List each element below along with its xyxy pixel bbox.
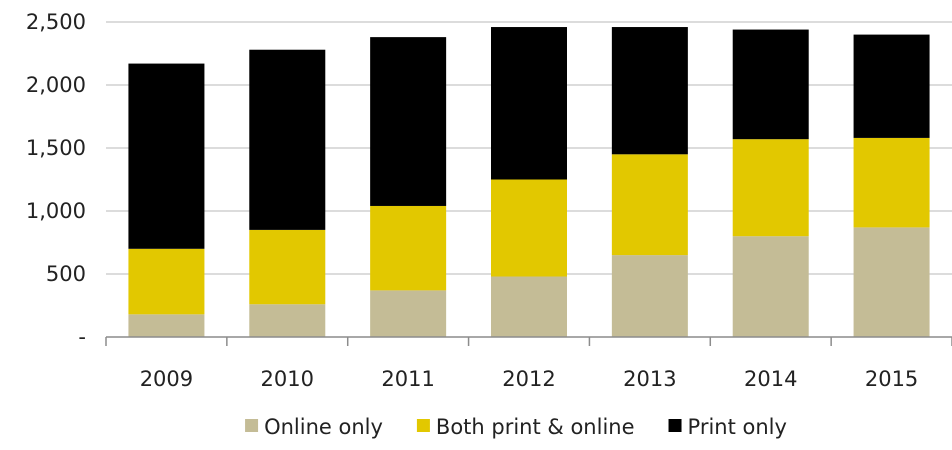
legend-swatch bbox=[416, 419, 430, 432]
x-tick-label: 2012 bbox=[502, 367, 555, 391]
x-tick-label: 2013 bbox=[623, 367, 676, 391]
bar-segment bbox=[370, 37, 447, 206]
y-tick-label: 2,000 bbox=[26, 73, 86, 97]
bar-segment bbox=[611, 154, 688, 256]
bar-segment bbox=[249, 49, 326, 230]
x-tick-label: 2009 bbox=[140, 367, 193, 391]
x-tick-label: 2010 bbox=[261, 367, 314, 391]
legend-item: Print only bbox=[668, 415, 787, 439]
bar-segment bbox=[853, 34, 930, 138]
y-tick-label: 1,500 bbox=[26, 136, 86, 160]
y-tick-label: 500 bbox=[46, 262, 86, 286]
y-tick-label: - bbox=[78, 325, 86, 349]
legend-label: Online only bbox=[264, 415, 383, 439]
bar-segment bbox=[732, 139, 809, 237]
bar-segment bbox=[249, 229, 326, 305]
legend-label: Print only bbox=[688, 415, 787, 439]
tick-labels: - 500 1,000 1,500 2,000 2,500 2009 2010 2011 2012… bbox=[26, 10, 918, 391]
y-tick-label: 1,000 bbox=[26, 199, 86, 223]
x-tick-label: 2011 bbox=[381, 367, 434, 391]
bar-segment bbox=[249, 304, 326, 337]
legend-item: Online only bbox=[245, 415, 383, 439]
bars bbox=[128, 27, 930, 337]
x-tick-label: 2014 bbox=[744, 367, 797, 391]
bar-segment bbox=[128, 248, 205, 315]
bar-segment bbox=[128, 63, 205, 249]
x-tick-label: 2015 bbox=[865, 367, 918, 391]
bar-segment bbox=[853, 137, 930, 228]
bar-segment bbox=[370, 290, 447, 337]
legend-label: Both print & online bbox=[436, 415, 635, 439]
legend: Online only Both print & online Print only bbox=[245, 415, 787, 439]
bar-segment bbox=[491, 276, 567, 337]
legend-swatch bbox=[245, 419, 259, 432]
bar-segment bbox=[732, 236, 809, 337]
legend-swatch bbox=[668, 419, 682, 432]
bar-segment bbox=[732, 29, 809, 140]
bar-segment bbox=[128, 314, 205, 337]
axes bbox=[105, 336, 952, 346]
bar-segment bbox=[491, 27, 567, 180]
bar-segment bbox=[370, 205, 447, 291]
bar-segment bbox=[853, 227, 930, 337]
y-tick-label: 2,500 bbox=[26, 10, 86, 34]
bar-segment bbox=[611, 255, 688, 337]
bar-segment bbox=[491, 179, 567, 277]
bar-segment bbox=[611, 27, 688, 155]
legend-item: Both print & online bbox=[416, 415, 635, 439]
